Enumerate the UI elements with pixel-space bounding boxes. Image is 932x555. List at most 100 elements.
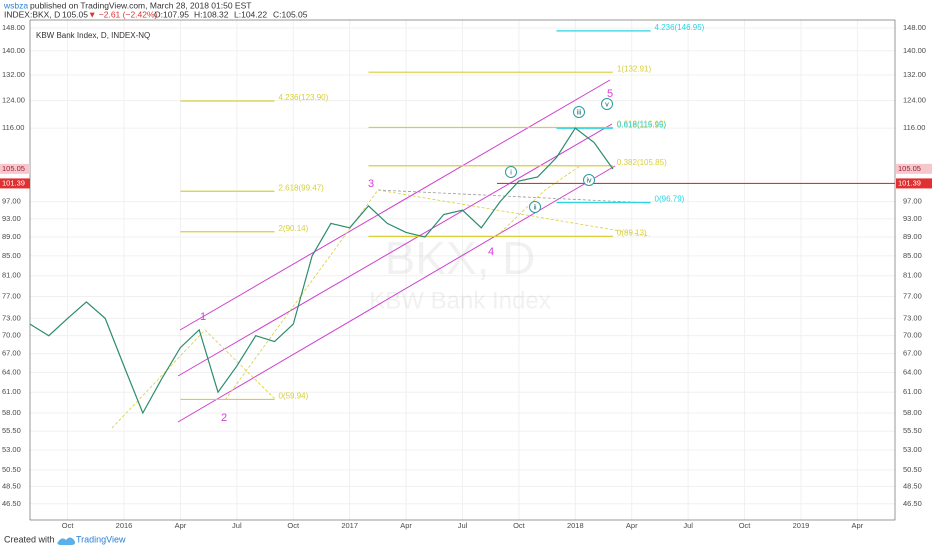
y-tick-label: 93.00 — [2, 214, 21, 223]
x-tick-label: 2018 — [567, 521, 584, 530]
fib-label: 0.618(116.19) — [617, 120, 667, 129]
y-tick-label: 50.50 — [903, 465, 922, 474]
last-price-label: 105.05 — [898, 164, 921, 173]
fib-label: 0(59.94) — [278, 392, 308, 401]
y-tick-label: 97.00 — [2, 197, 21, 206]
y-tick-label: 73.00 — [903, 313, 922, 322]
alert-box — [896, 178, 932, 189]
wave-label: iv — [586, 177, 592, 184]
y-tick-label: 48.50 — [2, 481, 21, 490]
published: published on TradingView.com, March 28, … — [30, 0, 251, 10]
footer-created: Created with — [4, 534, 55, 544]
wave-label: iii — [577, 109, 582, 116]
last-price-label: 105.05 — [2, 164, 25, 173]
alert-label: 101.39 — [898, 178, 921, 187]
y-tick-label: 64.00 — [903, 367, 922, 376]
y-tick-label: 81.00 — [2, 271, 21, 280]
symbol: INDEX:BKX, D — [4, 9, 60, 19]
wave-label: ii — [533, 204, 537, 211]
low: L:104.22 — [234, 9, 267, 19]
dashed-wave — [111, 329, 276, 429]
y-tick-label: 148.00 — [903, 23, 926, 32]
dashed-wave — [224, 189, 651, 401]
y-tick-label: 81.00 — [903, 271, 922, 280]
channel-lower — [177, 165, 616, 423]
wave-label: v — [605, 101, 609, 108]
y-tick-label: 77.00 — [903, 291, 922, 300]
y-tick-label: 55.50 — [903, 426, 922, 435]
fib-label: 1(132.91) — [617, 64, 652, 73]
y-tick-label: 140.00 — [903, 46, 926, 55]
x-tick-label: Oct — [513, 521, 526, 530]
fib-label: 0(96.79) — [655, 195, 685, 204]
y-tick-label: 58.00 — [2, 408, 21, 417]
y-tick-label: 89.00 — [2, 232, 21, 241]
change: ▼ −2.61 (−2.42%) — [88, 9, 158, 19]
watermark-name: KBW Bank Index — [369, 287, 550, 314]
wave-label: i — [510, 169, 512, 176]
x-tick-label: 2017 — [341, 521, 358, 530]
last-price-box — [896, 163, 932, 174]
x-tick-label: Oct — [62, 521, 75, 530]
chart-title: KBW Bank Index, D, INDEX-NQ — [36, 31, 150, 40]
wave-circle — [583, 174, 595, 186]
x-tick-label: Apr — [852, 521, 864, 530]
wave-circle — [529, 201, 541, 213]
y-tick-label: 124.00 — [2, 96, 25, 105]
author: wsbza — [3, 0, 28, 10]
y-tick-label: 61.00 — [903, 387, 922, 396]
logo — [57, 537, 76, 545]
y-tick-label: 70.00 — [2, 331, 21, 340]
grid — [30, 20, 895, 520]
open: O:107.95 — [154, 9, 189, 19]
x-tick-label: Jul — [232, 521, 242, 530]
y-tick-label: 73.00 — [2, 313, 21, 322]
high: H:108.32 — [194, 9, 229, 19]
x-tick-label: Oct — [287, 521, 300, 530]
channel-upper — [179, 79, 611, 331]
x-tick-label: Jul — [458, 521, 468, 530]
y-tick-label: 132.00 — [2, 70, 25, 79]
alert-box — [0, 178, 30, 189]
plot-frame — [29, 19, 896, 521]
y-tick-label: 85.00 — [903, 251, 922, 260]
fib-label: 4.236(123.90) — [278, 93, 328, 102]
last-price-box — [0, 163, 30, 174]
x-tick-label: Oct — [739, 521, 752, 530]
y-tick-label: 55.50 — [2, 426, 21, 435]
plot: 4.236(123.90) 2.618(99.47) 2(90.14) 0(59.94… — [29, 23, 895, 424]
y-tick-label: 89.00 — [903, 232, 922, 241]
y-tick-label: 70.00 — [903, 331, 922, 340]
x-tick-label: 2019 — [793, 521, 810, 530]
y-tick-label: 53.00 — [903, 445, 922, 454]
wave-label: 5 — [607, 88, 613, 100]
y-tick-label: 67.00 — [903, 349, 922, 358]
y-tick-label: 77.00 — [2, 291, 21, 300]
dashed-wave — [377, 189, 651, 204]
y-tick-label: 50.50 — [2, 465, 21, 474]
fib-label: 2(90.14) — [278, 224, 308, 233]
wave-label: 2 — [221, 412, 227, 424]
y-tick-label: 97.00 — [903, 197, 922, 206]
y-tick-label: 64.00 — [2, 367, 21, 376]
wave-label: 3 — [368, 178, 374, 190]
x-tick-label: 2016 — [116, 521, 133, 530]
y-tick-label: 61.00 — [2, 387, 21, 396]
x-tick-label: Apr — [400, 521, 412, 530]
y-tick-label: 46.50 — [2, 499, 21, 508]
y-tick-label: 116.00 — [903, 123, 925, 132]
wave-label: 1 — [200, 311, 206, 323]
fib-label: 0(89.13) — [617, 228, 647, 237]
last: 105.05 — [62, 9, 88, 19]
wave-label: 4 — [488, 246, 494, 258]
watermark-symbol: BKX, D — [385, 232, 536, 284]
wave-circle — [505, 166, 517, 178]
fib-label: 0.618(115.95) — [617, 120, 667, 129]
price-line — [29, 127, 614, 415]
dashed-lines — [111, 165, 651, 429]
y-tick-label: 116.00 — [2, 123, 24, 132]
fib-label: 2.618(99.47) — [278, 183, 324, 192]
y-tick-label: 93.00 — [903, 214, 922, 223]
